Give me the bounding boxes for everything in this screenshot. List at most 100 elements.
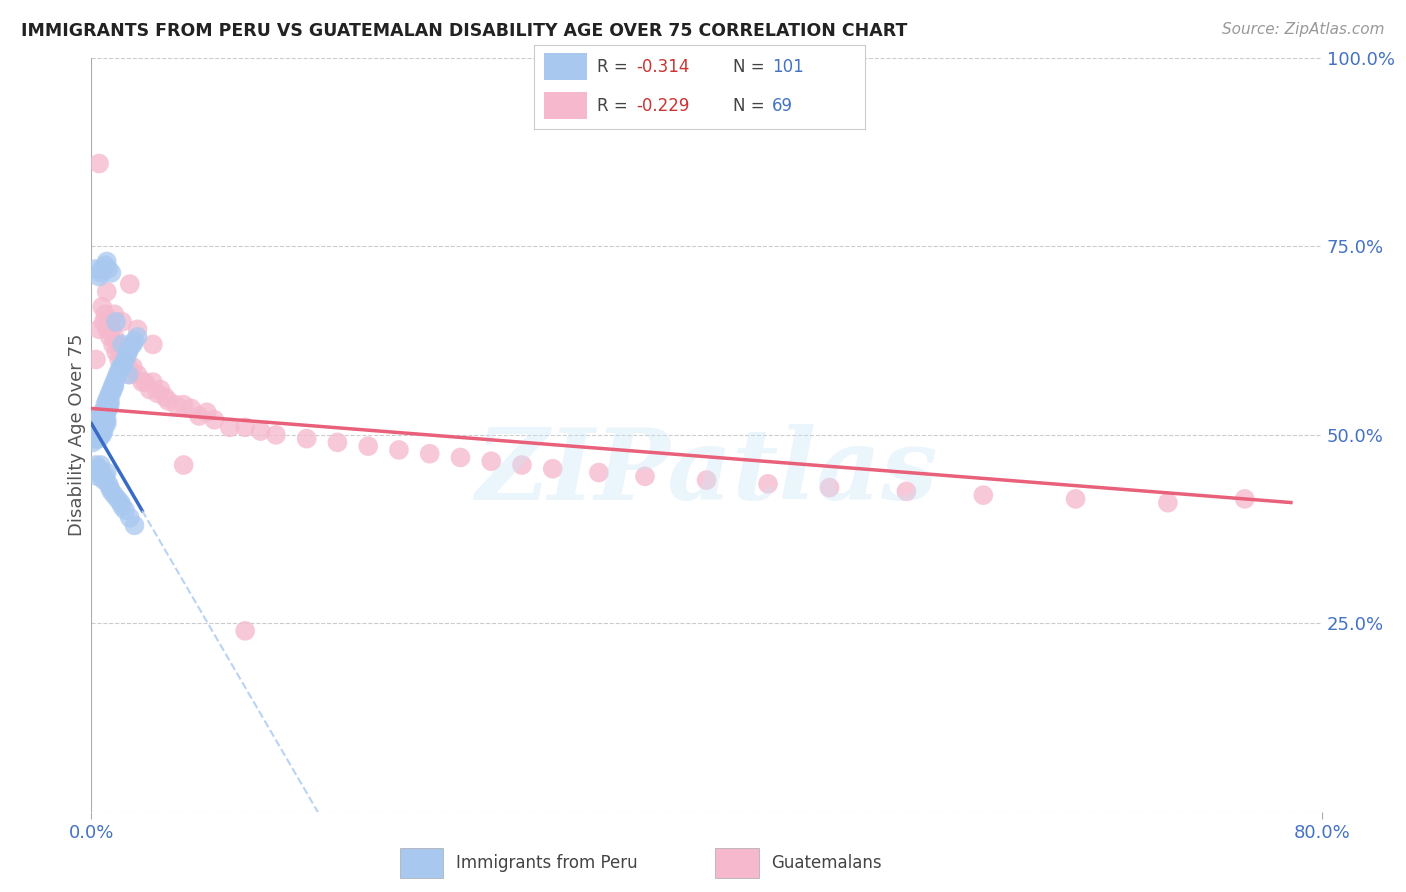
Point [93, 413, 115, 427]
Point [91, 428, 114, 442]
Point [896, 484, 918, 499]
Point [479, 454, 502, 468]
Text: Guatemalans: Guatemalans [770, 854, 882, 872]
Point [83, 417, 105, 431]
Point [118, 341, 141, 355]
Point [122, 359, 145, 374]
Point [326, 435, 349, 450]
Point [233, 420, 256, 434]
Point [86, 469, 108, 483]
Point [90, 420, 112, 434]
Point [96, 254, 118, 268]
Point [111, 337, 134, 351]
Point [94, 258, 117, 272]
Point [84, 417, 107, 431]
Text: R =: R = [598, 58, 633, 76]
Point [111, 500, 134, 514]
Point [84, 262, 107, 277]
Point [87, 417, 110, 431]
Point [111, 359, 134, 374]
FancyBboxPatch shape [399, 848, 443, 878]
Point [115, 349, 138, 363]
Point [82, 435, 104, 450]
Point [84, 352, 107, 367]
Point [127, 330, 149, 344]
Point [90, 458, 112, 472]
Point [90, 266, 112, 280]
Point [124, 518, 146, 533]
Point [96, 405, 118, 419]
Text: N =: N = [733, 96, 769, 114]
Point [634, 469, 657, 483]
Text: 69: 69 [772, 96, 793, 114]
Point [127, 322, 149, 336]
Point [118, 277, 141, 292]
Point [103, 307, 125, 321]
Text: Immigrants from Peru: Immigrants from Peru [456, 854, 637, 872]
Point [90, 466, 112, 480]
Point [86, 413, 108, 427]
Point [295, 432, 318, 446]
Point [87, 428, 110, 442]
Point [180, 401, 202, 416]
Point [83, 432, 105, 446]
Point [233, 624, 256, 638]
Point [96, 401, 118, 416]
Point [91, 262, 114, 277]
Point [87, 322, 110, 336]
Point [98, 398, 121, 412]
Point [87, 462, 110, 476]
Point [91, 420, 114, 434]
Point [101, 337, 124, 351]
Point [118, 368, 141, 382]
Point [97, 262, 120, 277]
Text: R =: R = [598, 96, 633, 114]
Point [357, 439, 380, 453]
Point [110, 496, 132, 510]
Point [97, 401, 120, 416]
Point [1064, 491, 1087, 506]
Point [756, 476, 779, 491]
Point [93, 262, 115, 277]
Y-axis label: Disability Age Over 75: Disability Age Over 75 [67, 334, 86, 536]
Point [103, 488, 125, 502]
Point [101, 379, 124, 393]
Point [94, 307, 117, 321]
Point [588, 466, 610, 480]
Point [91, 469, 114, 483]
FancyBboxPatch shape [544, 92, 588, 120]
Point [90, 417, 112, 431]
Point [83, 424, 105, 438]
Point [149, 383, 172, 397]
Point [91, 405, 114, 419]
Point [696, 473, 718, 487]
Point [87, 420, 110, 434]
Point [107, 491, 129, 506]
Point [118, 510, 141, 524]
Point [83, 420, 105, 434]
Point [127, 368, 149, 382]
Point [1233, 491, 1256, 506]
Point [91, 300, 114, 314]
Point [105, 315, 127, 329]
Point [972, 488, 994, 502]
Point [84, 420, 107, 434]
Point [97, 476, 120, 491]
Point [107, 368, 129, 382]
Point [114, 503, 136, 517]
Point [114, 352, 136, 367]
Text: ZIPatlas: ZIPatlas [475, 425, 938, 521]
Point [93, 405, 115, 419]
Point [107, 337, 129, 351]
Point [111, 315, 134, 329]
Point [249, 424, 271, 438]
Point [100, 322, 122, 336]
Point [97, 398, 120, 412]
Point [100, 266, 122, 280]
Point [146, 386, 169, 401]
Point [388, 442, 411, 457]
FancyBboxPatch shape [716, 848, 759, 878]
Point [122, 337, 145, 351]
Point [96, 285, 118, 299]
Point [218, 420, 240, 434]
